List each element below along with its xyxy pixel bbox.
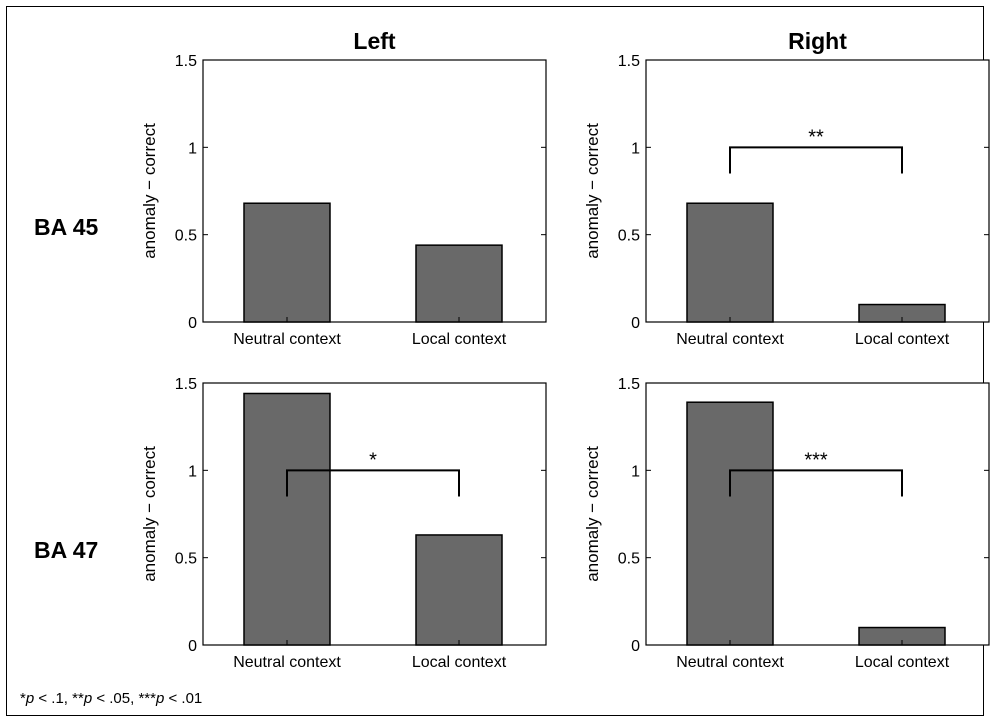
bar-ba-47-right-neutral [686,401,774,646]
y-tick-label-ba-45-right-3: 1.5 [618,53,640,70]
y-axis-label-ba-45-left: anomaly − correct [140,123,159,259]
y-tick-label-ba-47-right-1: 0.5 [618,551,640,568]
footnote-star-2: ** [72,690,84,707]
significance-stars-ba-47-left: * [369,449,377,471]
footnote-p-3: p [155,690,165,707]
y-tick-label-ba-47-left-2: 1 [188,463,197,480]
x-tick-label-ba-47-left-1: Local context [412,654,507,671]
column-title-right: Right [788,28,847,54]
x-tick-label-ba-47-right-1: Local context [855,654,950,671]
significance-bracket-ba-47-left [286,469,460,497]
x-tick-label-ba-45-right-1: Local context [855,331,950,348]
y-tick-label-ba-45-right-1: 0.5 [618,228,640,245]
footnote-p-1: p [25,690,35,707]
significance-stars-ba-45-right: ** [808,126,824,148]
y-tick-label-ba-47-left-3: 1.5 [175,376,197,393]
y-tick-label-ba-45-left-3: 1.5 [175,53,197,70]
x-tick-label-ba-47-right-0: Neutral context [676,654,784,671]
bar-ba-45-left-local [415,244,503,323]
y-tick-label-ba-47-left-0: 0 [188,638,197,655]
bar-ba-47-left-neutral [243,392,331,646]
y-tick-label-ba-45-right-0: 0 [631,315,640,332]
bar-ba-45-right-neutral [686,202,774,323]
x-tick-label-ba-45-left-0: Neutral context [233,331,341,348]
x-tick-label-ba-45-right-0: Neutral context [676,331,784,348]
y-tick-label-ba-45-right-2: 1 [631,140,640,157]
footnote-threshold-2: < .05, [92,690,139,707]
y-tick-label-ba-47-right-2: 1 [631,463,640,480]
x-tick-label-ba-45-left-1: Local context [412,331,507,348]
footnote-threshold-1: < .1, [34,690,73,707]
column-title-left: Left [353,28,396,54]
y-tick-label-ba-45-left-0: 0 [188,315,197,332]
footnote-threshold-3: < .01 [164,690,203,707]
row-title-ba-47: BA 47 [34,537,98,563]
bar-ba-47-left-local [415,534,503,646]
row-title-ba-45: BA 45 [34,214,99,240]
footnote-p-2: p [83,690,93,707]
significance-bracket-ba-47-right [729,469,903,497]
y-axis-label-ba-45-right: anomaly − correct [583,123,602,259]
footnote-star-1: * [20,690,26,707]
y-tick-label-ba-45-left-2: 1 [188,140,197,157]
y-tick-label-ba-47-right-0: 0 [631,638,640,655]
bar-ba-45-left-neutral [243,202,331,323]
x-tick-label-ba-47-left-0: Neutral context [233,654,341,671]
y-tick-label-ba-47-left-1: 0.5 [175,551,197,568]
y-axis-label-ba-47-right: anomaly − correct [583,446,602,582]
y-axis-label-ba-47-left: anomaly − correct [140,446,159,582]
footnote-star-3: *** [138,690,156,707]
significance-footnote: *p < .1, **p < .05, ***p < .01 [20,690,202,707]
y-tick-label-ba-45-left-1: 0.5 [175,228,197,245]
significance-stars-ba-47-right: *** [804,449,828,471]
y-tick-label-ba-47-right-3: 1.5 [618,376,640,393]
significance-bracket-ba-45-right [729,146,903,174]
